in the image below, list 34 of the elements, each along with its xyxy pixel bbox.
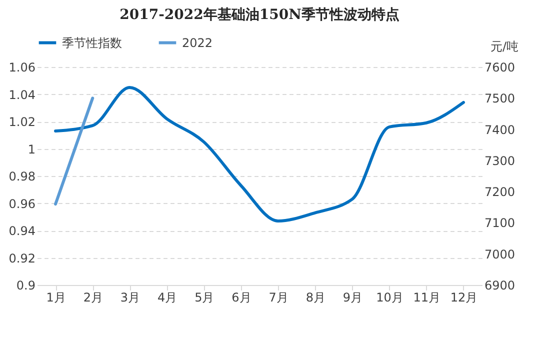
chart-title: 2017-2022年基础油150N季节性波动特点 — [120, 6, 400, 23]
y-tick-label: 0.98 — [8, 170, 36, 184]
y-tick-label: 1 — [28, 142, 36, 156]
x-tick-label: 12月 — [450, 290, 478, 304]
y-tick-label: 1.02 — [8, 115, 36, 129]
y-tick-label: 0.9 — [16, 278, 36, 292]
y2-tick-label: 7600 — [484, 60, 516, 74]
x-tick-label: 10月 — [376, 290, 404, 304]
x-tick-label: 7月 — [268, 290, 288, 304]
x-tick-label: 2月 — [83, 290, 103, 304]
y2-tick-label: 7500 — [484, 92, 516, 106]
x-tick-label: 4月 — [157, 290, 178, 304]
legend-label: 季节性指数 — [62, 36, 122, 50]
y-tick-label: 0.96 — [8, 196, 36, 211]
y-tick-label: 1.06 — [8, 60, 36, 74]
y-tick-label: 1.04 — [8, 88, 36, 102]
x-tick-label: 9月 — [342, 290, 363, 304]
y2-tick-label: 6900 — [484, 278, 516, 292]
y2-tick-label: 7400 — [484, 122, 516, 137]
x-tick-label: 1月 — [46, 290, 66, 304]
y-tick-label: 0.92 — [8, 251, 36, 266]
legend-label: 2022 — [182, 36, 213, 50]
x-tick-label: 8月 — [306, 290, 326, 304]
x-tick-label: 6月 — [232, 290, 252, 304]
y2-tick-label: 7000 — [484, 247, 516, 262]
x-tick-label: 3月 — [120, 290, 140, 304]
line-series — [54, 86, 465, 222]
y2-tick-label: 7200 — [484, 185, 516, 200]
y2-tick-label: 7100 — [484, 216, 516, 230]
y2-tick-label: 7300 — [484, 154, 516, 168]
y2-axis-title: 元/吨 — [490, 40, 519, 54]
x-tick-label: 5月 — [194, 290, 214, 304]
y-tick-label: 0.94 — [8, 224, 36, 238]
x-tick-label: 11月 — [413, 290, 441, 304]
